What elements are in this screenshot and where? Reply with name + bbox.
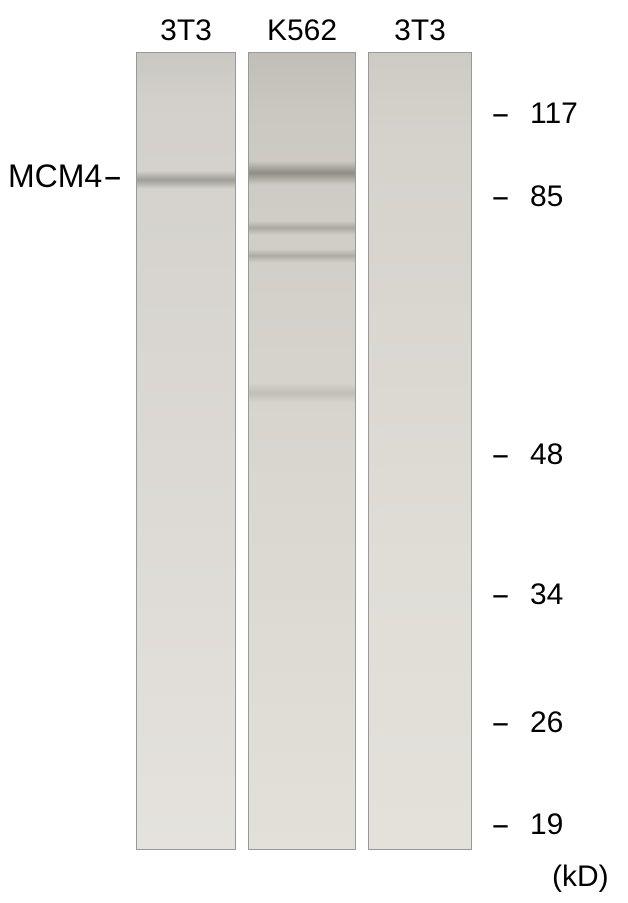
marker-value: 34 [530, 578, 563, 612]
lane2-band [249, 221, 355, 235]
marker-value: 117 [530, 97, 578, 131]
lane2-band [249, 383, 355, 403]
lane1-band [137, 171, 235, 189]
lane-header: 3T3 [368, 14, 472, 48]
marker-dash: -- [492, 706, 506, 740]
protein-label: MCM4 [8, 158, 102, 195]
lane2-band [249, 249, 355, 263]
lane3 [368, 52, 472, 850]
marker-value: 85 [530, 180, 563, 214]
marker-value: 48 [530, 438, 563, 472]
marker-unit: (kD) [552, 860, 609, 894]
marker-dash: -- [492, 578, 506, 612]
lane-header: 3T3 [136, 14, 236, 48]
lane2 [248, 52, 356, 850]
marker-value: 19 [530, 808, 563, 842]
lane-header: K562 [248, 14, 356, 48]
marker-dash: -- [492, 97, 506, 131]
protein-label-dash: -- [104, 158, 117, 195]
marker-dash: -- [492, 808, 506, 842]
lane2-band [249, 161, 355, 185]
lane1 [136, 52, 236, 850]
marker-dash: -- [492, 438, 506, 472]
marker-dash: -- [492, 180, 506, 214]
marker-value: 26 [530, 706, 563, 740]
